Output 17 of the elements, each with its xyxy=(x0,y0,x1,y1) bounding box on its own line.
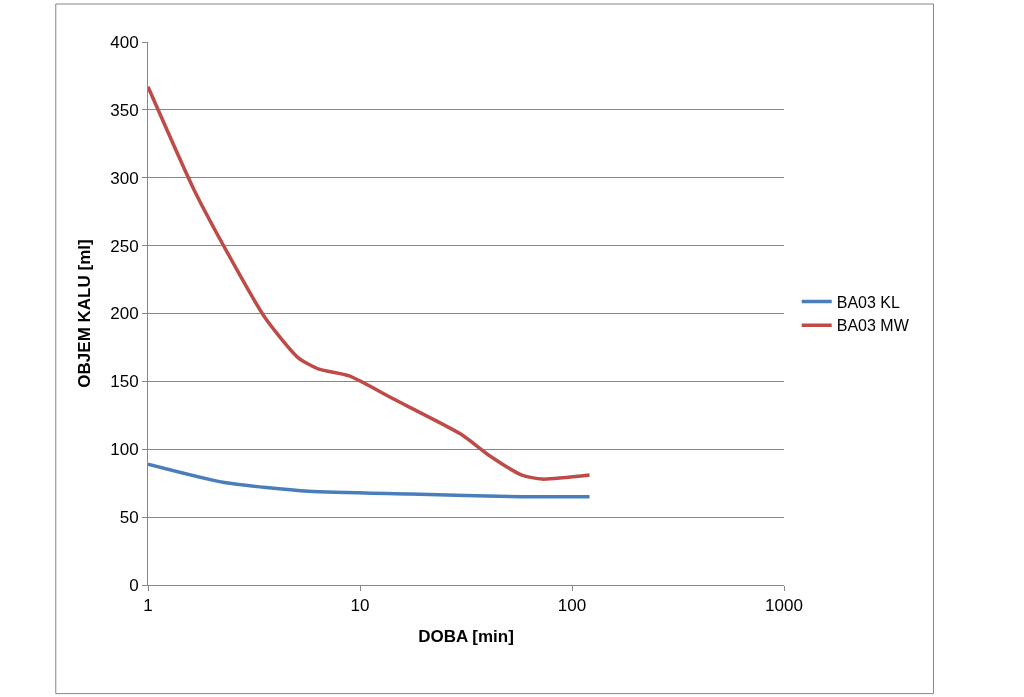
y-tick-label: 150 xyxy=(110,372,139,392)
legend-label: BA03 KL xyxy=(836,293,900,311)
y-tick-label: 350 xyxy=(110,100,139,120)
x-tick-label: 1000 xyxy=(765,596,803,616)
y-tick-label: 250 xyxy=(110,236,139,256)
x-axis-title: DOBA [min] xyxy=(418,626,514,646)
y-axis-title: OBJEM KALU [ml] xyxy=(74,239,94,388)
y-tick-label: 400 xyxy=(110,32,139,52)
y-tick-label: 300 xyxy=(110,168,139,188)
legend-label: BA03 MW xyxy=(836,317,910,335)
x-tick-label: 10 xyxy=(350,596,370,616)
y-tick-label: 0 xyxy=(129,575,139,595)
x-tick-label: 1 xyxy=(143,596,153,616)
y-tick-label: 200 xyxy=(110,304,139,324)
y-tick-label: 100 xyxy=(110,440,139,460)
x-tick-label: 100 xyxy=(557,596,587,616)
y-tick-label: 50 xyxy=(119,508,139,528)
